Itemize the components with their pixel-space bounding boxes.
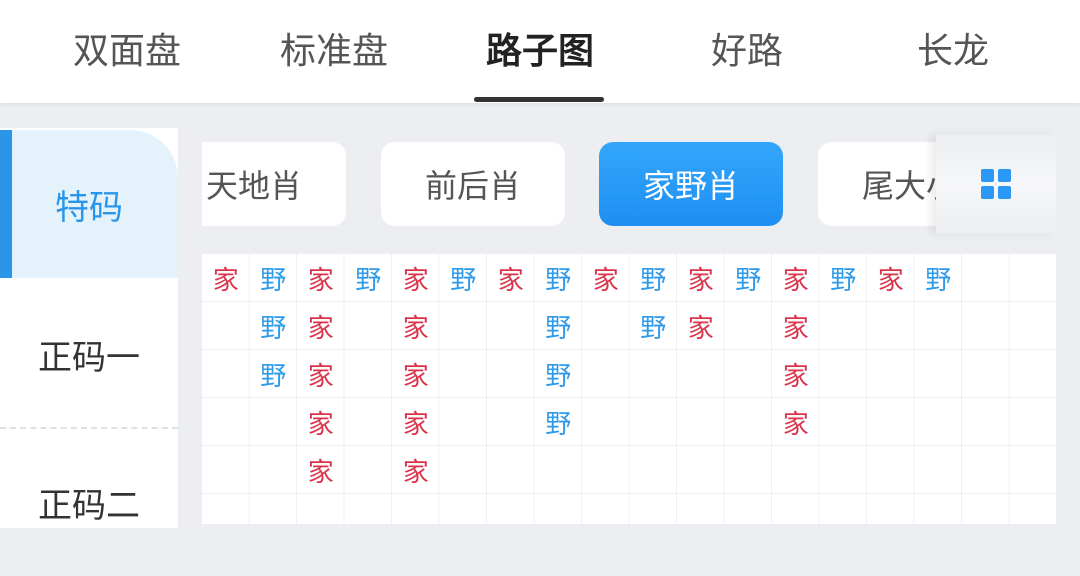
- board-cell: 野: [545, 409, 572, 440]
- board-cell: 家: [782, 361, 809, 392]
- board-cell: 家: [782, 265, 809, 296]
- board-column: 家家家家家: [392, 254, 440, 494]
- board-cell: 家: [307, 361, 334, 392]
- board-cell: 野: [830, 265, 857, 296]
- board-cell: 野: [545, 313, 572, 344]
- board-cell: 家: [402, 313, 429, 344]
- chip-jiayexiao[interactable]: 家野肖: [599, 142, 783, 226]
- board-cell: 野: [260, 313, 287, 344]
- board-cell: 野: [355, 265, 382, 296]
- board-cell: 野: [735, 265, 762, 296]
- grid-menu-button[interactable]: [936, 134, 1056, 234]
- active-tab-indicator: [474, 97, 604, 102]
- tab-luzitu[interactable]: 路子图: [485, 31, 595, 72]
- board-cell: 家: [877, 265, 904, 296]
- top-tab-bar: 双面盘 标准盘 路子图 好路 长龙: [0, 0, 1080, 103]
- board-cell: 野: [640, 313, 667, 344]
- board-column: 家家家家: [772, 254, 820, 446]
- board-column: 家家家家家: [297, 254, 345, 494]
- board-cell: 家: [687, 313, 714, 344]
- board-cell: 家: [307, 409, 334, 440]
- board-cell: 野: [260, 361, 287, 392]
- board-cell: 家: [687, 265, 714, 296]
- board-cell: 野: [450, 265, 477, 296]
- board-cell: 野: [260, 265, 287, 296]
- board-column: 野: [820, 254, 868, 302]
- grid-icon: [981, 169, 1011, 199]
- board-column: 家: [582, 254, 630, 302]
- board-cell: 家: [782, 409, 809, 440]
- board-cell: 家: [212, 265, 239, 296]
- board-column: 野野野野: [535, 254, 583, 446]
- board-cell: 野: [640, 265, 667, 296]
- sidebar-item-tema[interactable]: 特码: [0, 130, 178, 278]
- divider: [0, 427, 178, 429]
- tab-haolu[interactable]: 好路: [710, 31, 784, 72]
- board-column: 家: [487, 254, 535, 302]
- filter-chips: 天地肖 前后肖 家野肖 尾大小: [202, 140, 936, 228]
- board-cell: 家: [307, 457, 334, 488]
- board-cell: 野: [545, 265, 572, 296]
- sidebar-item-zhengma2[interactable]: 正码二: [38, 485, 140, 526]
- board-column: 家: [202, 254, 250, 302]
- board-column: 野: [440, 254, 488, 302]
- board-column: 野野野: [250, 254, 298, 398]
- board-column: 野: [915, 254, 963, 302]
- tab-shuangmianpan[interactable]: 双面盘: [72, 31, 182, 72]
- board-cell: 家: [402, 361, 429, 392]
- board-column: 野野: [630, 254, 678, 350]
- board-column: 野: [345, 254, 393, 302]
- board-cell: 家: [497, 265, 524, 296]
- road-board: 家野野野家家家家家野家家家家家野家野野野野家野野家家野家家家家野家野: [202, 254, 1056, 524]
- board-cell: 家: [307, 313, 334, 344]
- board-cell: 家: [307, 265, 334, 296]
- tab-biaozhunpan[interactable]: 标准盘: [279, 31, 389, 72]
- board-cell: 家: [402, 409, 429, 440]
- board-column: 家家: [677, 254, 725, 350]
- tab-changlong[interactable]: 长龙: [916, 31, 990, 72]
- chip-tiandixiao[interactable]: 天地肖: [202, 142, 346, 226]
- chip-weidaxiao[interactable]: 尾大小: [818, 142, 936, 226]
- chip-qianhouxiao[interactable]: 前后肖: [381, 142, 565, 226]
- board-cell: 家: [402, 265, 429, 296]
- board-cell: 家: [592, 265, 619, 296]
- board-column: 野: [725, 254, 773, 302]
- sidebar: 特码 正码一 正码二: [0, 128, 178, 528]
- sidebar-item-zhengma1[interactable]: 正码一: [38, 337, 140, 378]
- board-cell: 野: [925, 265, 952, 296]
- board-cell: 家: [782, 313, 809, 344]
- board-column: 家: [867, 254, 915, 302]
- board-cell: 野: [545, 361, 572, 392]
- board-cell: 家: [402, 457, 429, 488]
